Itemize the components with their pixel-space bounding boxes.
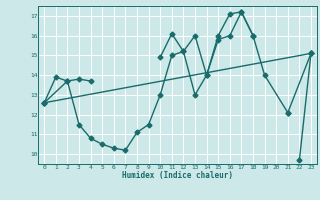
X-axis label: Humidex (Indice chaleur): Humidex (Indice chaleur) bbox=[122, 171, 233, 180]
